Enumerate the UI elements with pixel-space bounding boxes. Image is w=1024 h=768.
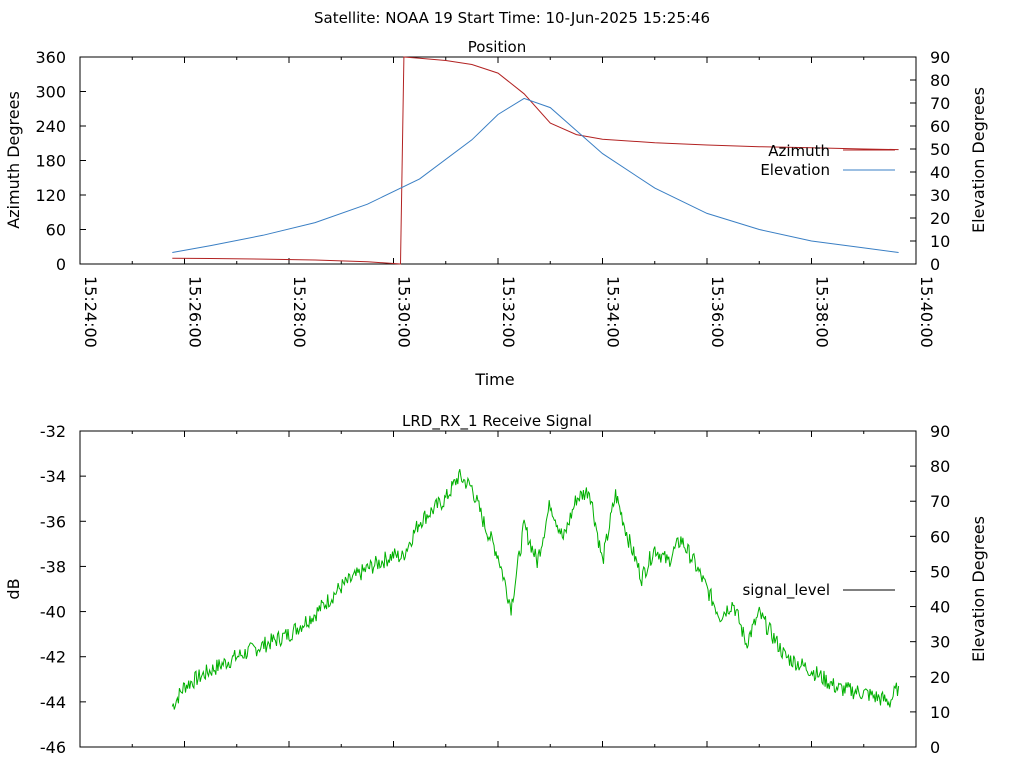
x-tick-label: 15:28:00 — [290, 276, 309, 348]
y-left-tick-label: -46 — [40, 738, 66, 757]
y-right-tick-label: 50 — [930, 140, 950, 159]
x-tick-label: 15:26:00 — [186, 276, 205, 348]
x-tick-label: 15:30:00 — [395, 276, 414, 348]
y-right-tick-label: 0 — [930, 738, 940, 757]
signal-level-series-line — [171, 469, 900, 710]
y-left-tick-label: -40 — [40, 603, 66, 622]
y-right-tick-label: 80 — [930, 457, 950, 476]
x-tick-label: 15:40:00 — [917, 276, 936, 348]
y-right-tick-label: 40 — [930, 598, 950, 617]
y-right-tick-label: 30 — [930, 186, 950, 205]
signal-y-left-ticks: -46 -44 -42 -40 -38 -36 -34 -32 — [40, 422, 86, 757]
signal-chart-title: LRD_RX_1 Receive Signal — [402, 412, 592, 431]
signal-legend: signal_level — [742, 581, 895, 600]
signal-chart: LRD_RX_1 Receive Signal -46-44-42-40-38-… — [4, 412, 988, 757]
y-right-tick-label: 20 — [930, 668, 950, 687]
y-left-tick-label: -42 — [40, 648, 66, 667]
position-chart-title: Position — [468, 38, 526, 56]
y-left-tick-label: -34 — [40, 467, 66, 486]
y-left-tick-label: 240 — [35, 117, 66, 136]
y-right-tick-label: 50 — [930, 562, 950, 581]
x-tick-label: 15:24:00 — [81, 276, 100, 348]
position-y-right-ticks: 0 10 20 30 40 50 60 70 80 90 — [910, 48, 950, 274]
y-right-tick-label: 40 — [930, 163, 950, 182]
y-right-tick-label: 30 — [930, 633, 950, 652]
elevation-series-line — [172, 97, 899, 253]
position-y-right-label: Elevation Degrees — [969, 87, 988, 233]
y-left-tick-label: 300 — [35, 83, 66, 102]
y-left-tick-label: -32 — [40, 422, 66, 441]
x-tick-label: 15:34:00 — [604, 276, 623, 348]
signal-y-left-label: dB — [4, 578, 23, 599]
position-x-ticks: 15:24:00 15:26:00 15:28:00 15:30:00 15:32:00… — [79, 57, 936, 348]
y-left-tick-label: 360 — [35, 48, 66, 67]
y-right-tick-label: 80 — [930, 71, 950, 90]
position-y-left-label: Azimuth Degrees — [4, 91, 23, 229]
y-right-tick-label: 60 — [930, 527, 950, 546]
signal-x-ticks — [79, 431, 917, 747]
y-left-tick-label: 180 — [35, 152, 66, 171]
y-left-tick-label: -38 — [40, 557, 66, 576]
x-tick-label: 15:38:00 — [813, 276, 832, 348]
position-x-label: Time — [474, 370, 514, 389]
signal-y-right-ticks: 0 10 20 30 40 50 60 70 80 90 — [910, 422, 950, 757]
position-legend: Azimuth Elevation — [760, 142, 895, 179]
y-left-tick-label: 120 — [35, 186, 66, 205]
y-left-tick-label: -44 — [40, 693, 66, 712]
x-tick-label: 15:32:00 — [499, 276, 518, 348]
legend-elevation-label: Elevation — [760, 161, 830, 179]
y-right-tick-label: 60 — [930, 117, 950, 136]
y-left-tick-label: 60 — [46, 221, 66, 240]
y-right-tick-label: 90 — [930, 422, 950, 441]
signal-series — [171, 469, 900, 710]
y-left-tick-label: 0 — [56, 255, 66, 274]
page-title: Satellite: NOAA 19 Start Time: 10-Jun-20… — [314, 9, 710, 27]
position-y-left-ticks: 0 60 120 180 240 300 360 — [35, 48, 86, 274]
y-right-tick-label: 20 — [930, 209, 950, 228]
y-right-tick-label: 10 — [930, 232, 950, 251]
y-right-tick-label: 10 — [930, 703, 950, 722]
y-right-tick-label: 70 — [930, 492, 950, 511]
position-chart: Position 15:24:00 15:26:00 15:28:00 15:30:0… — [4, 38, 988, 389]
legend-signal-label: signal_level — [742, 581, 830, 600]
legend-azimuth-label: Azimuth — [768, 142, 830, 160]
x-tick-label: 15:36:00 — [708, 276, 727, 348]
y-right-tick-label: 90 — [930, 48, 950, 67]
y-right-tick-label: 0 — [930, 255, 940, 274]
azimuth-series-line — [172, 56, 899, 265]
position-series — [172, 56, 899, 265]
y-left-tick-label: -36 — [40, 512, 66, 531]
signal-y-right-label: Elevation Degrees — [969, 516, 988, 662]
y-right-tick-label: 70 — [930, 94, 950, 113]
